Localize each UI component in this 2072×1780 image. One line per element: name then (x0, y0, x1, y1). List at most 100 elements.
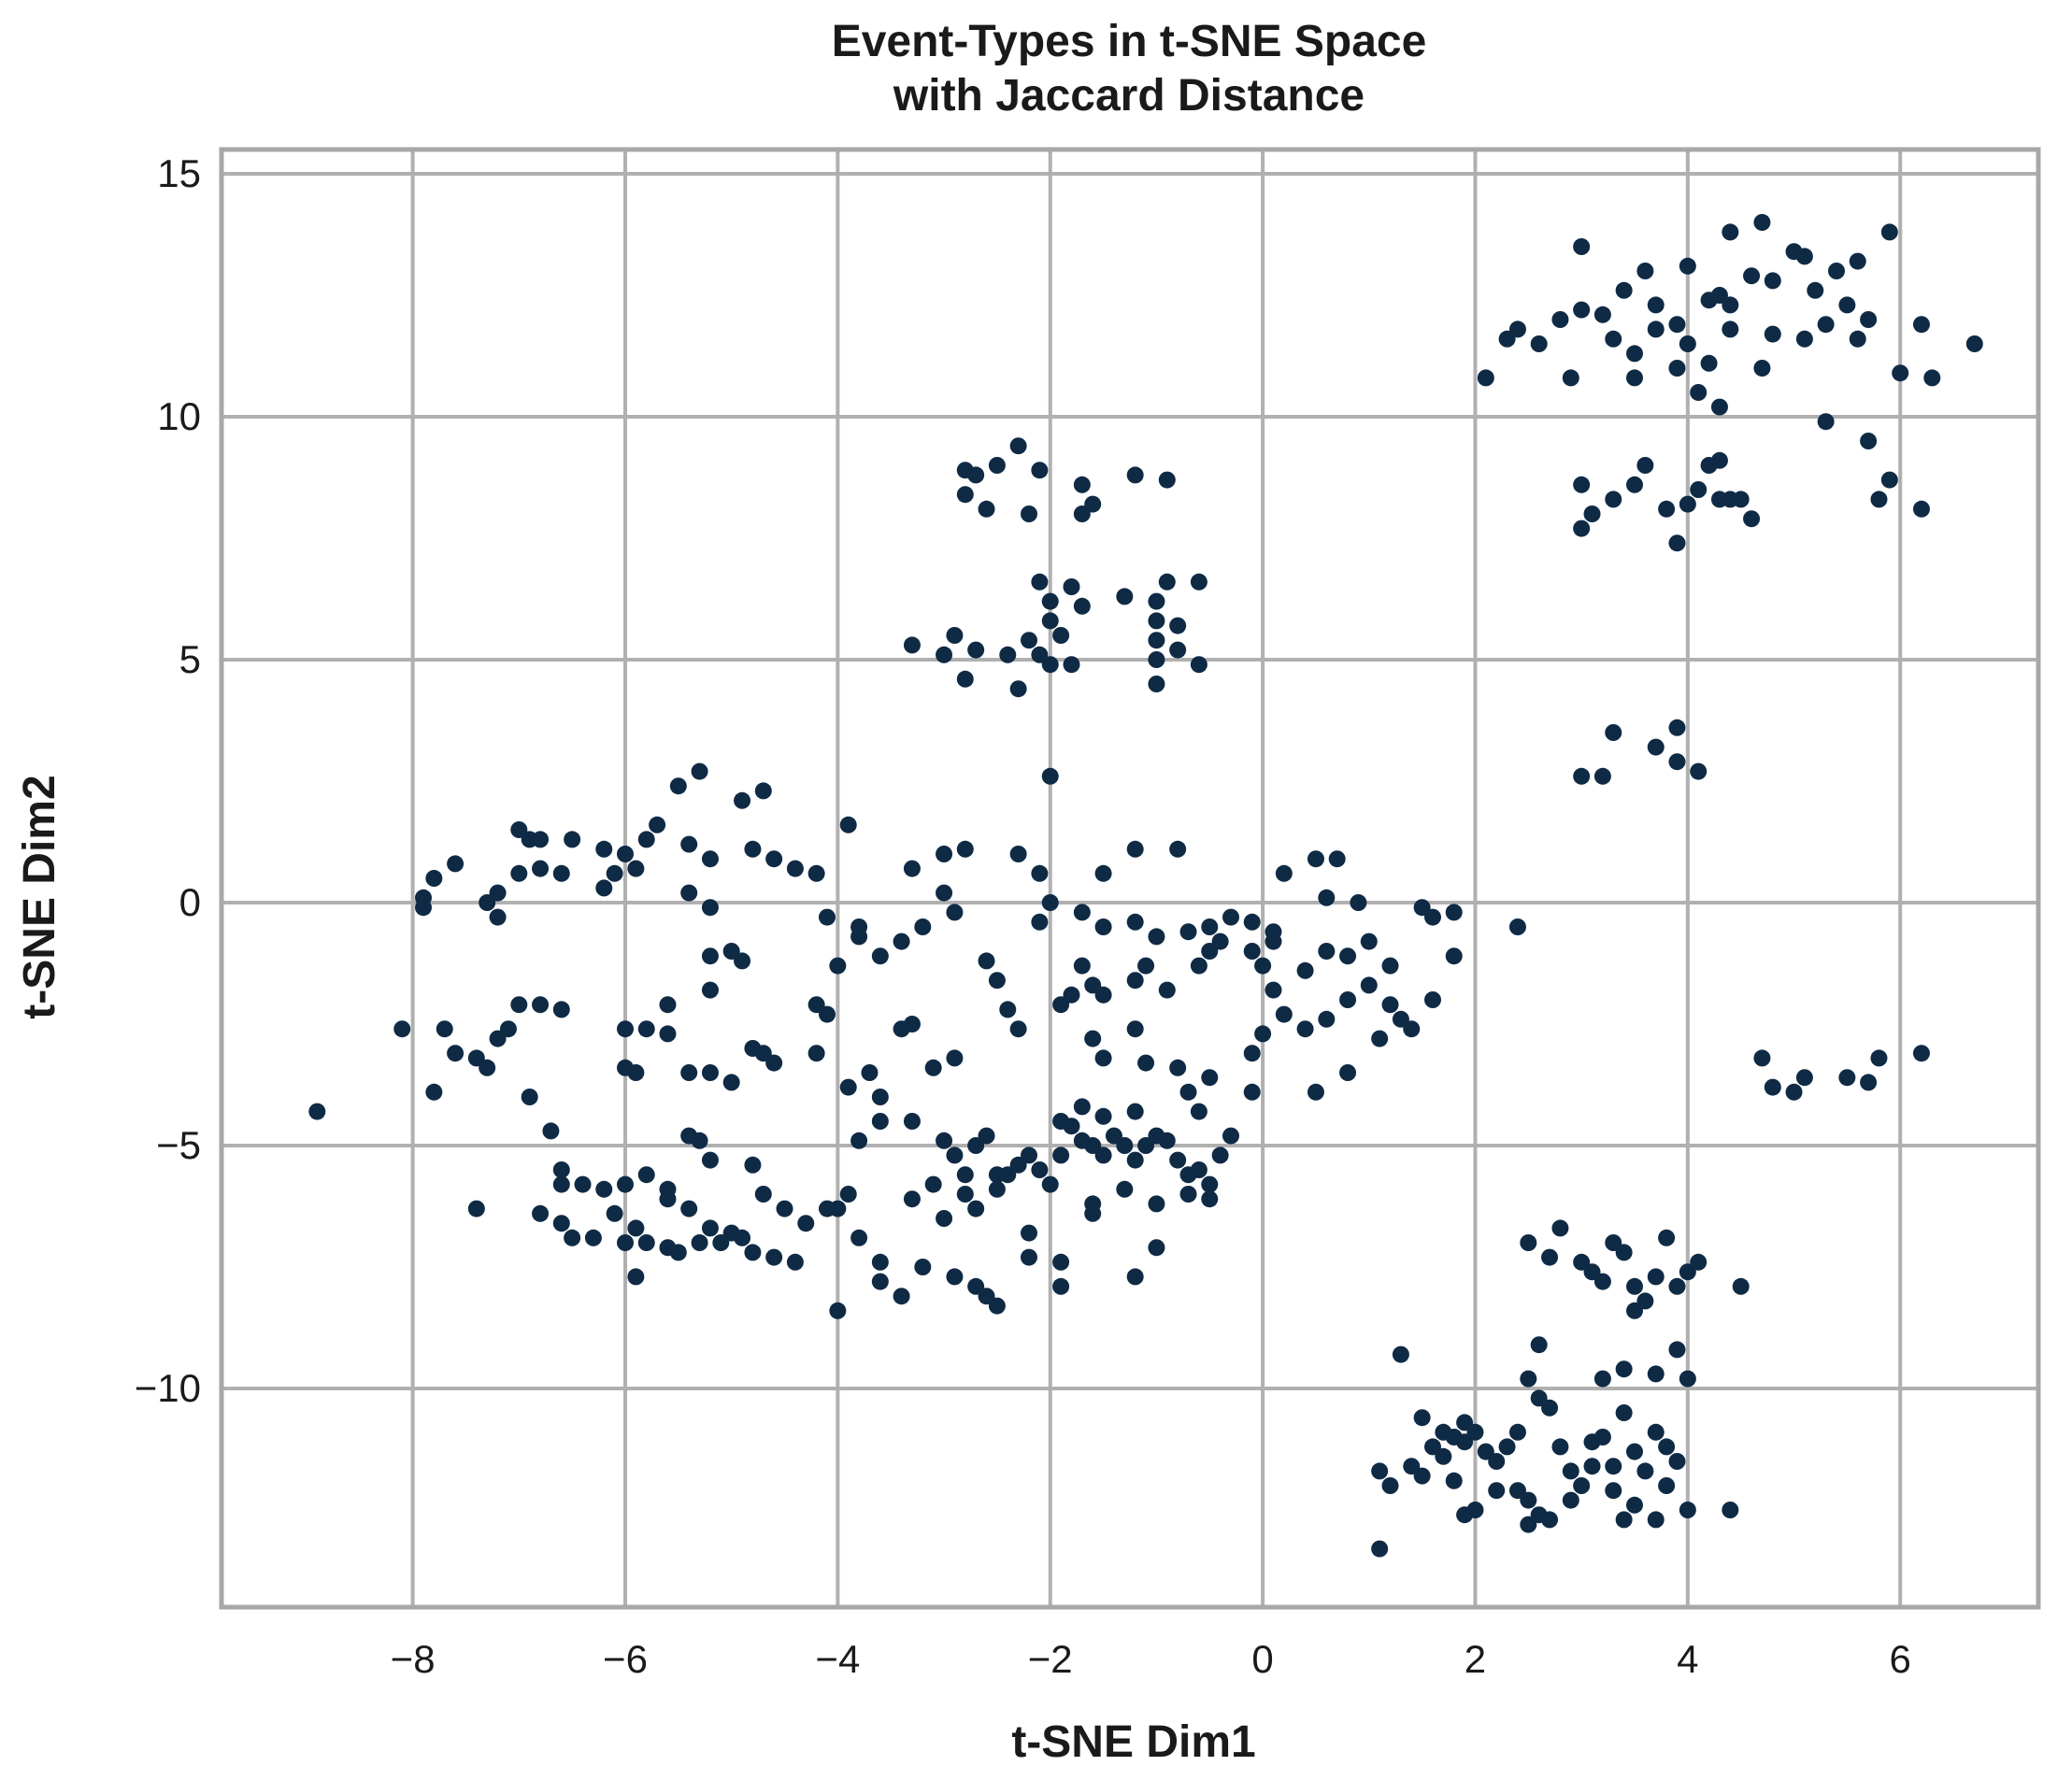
scatter-point (1785, 1083, 1803, 1101)
scatter-point (1626, 476, 1643, 493)
scatter-point (1021, 1146, 1037, 1164)
y-tick-label: 15 (157, 151, 201, 195)
scatter-point (754, 1186, 772, 1203)
scatter-point (1743, 267, 1761, 285)
scatter-point (754, 1045, 772, 1062)
scatter-point (1679, 335, 1696, 352)
scatter-point (1912, 500, 1930, 518)
scatter-point (1722, 296, 1739, 314)
scatter-point (1137, 1137, 1155, 1154)
scatter-point (1658, 1438, 1676, 1456)
scatter-point (532, 1204, 550, 1222)
scatter-point (1211, 1146, 1229, 1164)
scatter-point (510, 996, 528, 1014)
scatter-point (829, 957, 847, 975)
scatter-point (1753, 1049, 1771, 1067)
scatter-point (978, 500, 995, 518)
scatter-point (1158, 1132, 1176, 1149)
scatter-point (1764, 325, 1781, 343)
scatter-point (1148, 592, 1165, 610)
scatter-point (1275, 1005, 1293, 1023)
scatter-point (617, 846, 634, 862)
scatter-point (1530, 335, 1548, 352)
scatter-point (1488, 1482, 1506, 1500)
scatter-point (1573, 238, 1591, 255)
scatter-point (1795, 248, 1813, 265)
scatter-point (734, 791, 751, 809)
scatter-point (1615, 1360, 1633, 1378)
scatter-point (914, 918, 932, 935)
scatter-point (532, 996, 550, 1014)
scatter-point (1190, 573, 1207, 591)
scatter-point (871, 1253, 889, 1271)
scatter-point (936, 884, 953, 902)
scatter-point (1084, 495, 1102, 513)
scatter-point (946, 904, 964, 921)
scatter-point (1583, 1458, 1601, 1475)
scatter-point (701, 1064, 719, 1081)
scatter-point (1668, 1341, 1686, 1359)
scatter-point (914, 1259, 932, 1275)
scatter-point (1169, 1151, 1187, 1169)
scatter-point (1636, 263, 1654, 279)
scatter-point (797, 1215, 815, 1232)
scatter-point (861, 1064, 879, 1081)
scatter-point (1593, 767, 1611, 785)
scatter-point (659, 1025, 677, 1043)
scatter-point (1838, 1069, 1856, 1087)
x-axis-label: t-SNE Dim1 (1011, 1717, 1255, 1767)
scatter-point (1679, 495, 1696, 513)
scatter-point (1041, 1175, 1059, 1193)
scatter-point (1817, 413, 1835, 431)
scatter-point (712, 1234, 730, 1251)
scatter-point (393, 1020, 411, 1038)
scatter-point (967, 1200, 985, 1218)
scatter-point (1965, 335, 1983, 352)
scatter-point (1658, 1229, 1676, 1246)
scatter-point (1520, 1491, 1537, 1509)
scatter-point (564, 1229, 581, 1246)
scatter-point (956, 486, 974, 504)
scatter-point (701, 1219, 719, 1237)
scatter-point (1593, 1429, 1611, 1445)
scatter-point (1307, 1083, 1324, 1101)
scatter-point (1817, 316, 1835, 334)
scatter-point (1031, 646, 1049, 663)
scatter-point (425, 1083, 443, 1101)
scatter-point (606, 1204, 623, 1222)
scatter-point (659, 1190, 677, 1208)
scatter-point (850, 1132, 868, 1149)
scatter-point (532, 831, 550, 848)
scatter-point (1668, 1277, 1686, 1295)
scatter-point (1009, 437, 1027, 455)
scatter-point (1021, 632, 1037, 649)
scatter-point (1350, 894, 1367, 911)
scatter-point (1520, 1516, 1537, 1533)
scatter-point (1031, 913, 1049, 931)
scatter-point (1435, 1447, 1452, 1465)
scatter-point (447, 1045, 464, 1062)
scatter-point (839, 1078, 857, 1096)
scatter-point (734, 952, 751, 970)
scatter-point (1158, 981, 1176, 999)
scatter-point (1413, 899, 1431, 917)
scatter-point (1148, 676, 1165, 692)
scatter-point (1148, 632, 1165, 649)
scatter-point (1328, 850, 1346, 868)
scatter-point (1265, 981, 1282, 999)
scatter-point (479, 1059, 496, 1076)
scatter-point (1807, 281, 1824, 299)
scatter-point (1009, 846, 1027, 862)
scatter-point (999, 646, 1017, 663)
scatter-point (1073, 1098, 1091, 1116)
scatter-point (1647, 296, 1665, 314)
scatter-point (467, 1200, 485, 1218)
scatter-point (903, 1190, 921, 1208)
scatter-point (1041, 592, 1059, 610)
scatter-point (1190, 957, 1207, 975)
scatter-point (765, 1054, 783, 1072)
scatter-point (744, 840, 762, 858)
scatter-point (850, 1229, 868, 1246)
scatter-point (967, 1277, 985, 1295)
